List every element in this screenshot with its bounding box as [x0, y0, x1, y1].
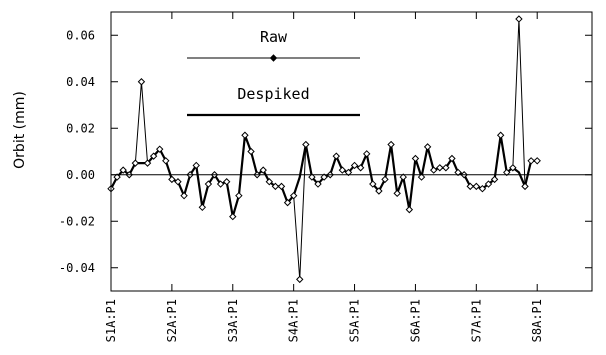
raw-point — [283, 198, 292, 207]
raw-point — [271, 182, 280, 191]
y-axis-title: Orbit (mm) — [12, 91, 28, 169]
raw-point — [308, 173, 316, 181]
raw-point — [156, 145, 164, 153]
raw-point — [113, 173, 121, 181]
raw-point — [314, 180, 322, 188]
raw-point — [259, 166, 267, 174]
raw-point — [265, 178, 274, 186]
raw-point — [387, 140, 395, 149]
raw-point — [216, 180, 225, 188]
raw-point — [405, 205, 414, 214]
legend: Raw Despiked — [187, 28, 360, 117]
raw-point — [174, 178, 182, 186]
raw-point — [180, 191, 188, 200]
raw-point — [436, 164, 444, 172]
raw-point — [296, 275, 304, 284]
raw-point — [289, 191, 298, 200]
raw-point — [478, 184, 487, 193]
raw-point — [143, 159, 152, 167]
x-tick-label: S3A:P1 — [226, 299, 240, 342]
raw-point — [119, 166, 127, 174]
x-tick-label: S5A:P1 — [348, 299, 362, 342]
raw-point — [229, 212, 237, 221]
y-tick-label: -0.02 — [59, 214, 95, 228]
raw-point — [247, 147, 255, 156]
raw-point — [393, 189, 401, 198]
raw-point — [417, 173, 426, 181]
raw-point — [429, 166, 438, 174]
raw-point — [192, 161, 200, 170]
x-tick-label: S4A:P1 — [287, 299, 301, 342]
y-tick-label: 0.06 — [66, 28, 95, 42]
x-tick-label: S8A:P1 — [530, 299, 544, 342]
raw-point — [356, 164, 365, 172]
x-tick-label: S6A:P1 — [408, 299, 422, 342]
raw-point — [162, 157, 170, 165]
raw-point — [332, 152, 340, 160]
raw-point — [466, 182, 474, 191]
raw-point — [350, 161, 359, 170]
raw-point — [381, 175, 389, 184]
y-tick-label: 0.00 — [66, 168, 95, 182]
raw-point — [131, 159, 140, 167]
raw-point — [277, 182, 286, 191]
raw-point — [302, 140, 310, 149]
raw-point — [484, 180, 493, 188]
raw-point — [515, 15, 523, 23]
raw-point — [448, 154, 456, 163]
plot-layer — [107, 15, 541, 284]
raw-point — [363, 150, 371, 158]
raw-point — [344, 168, 353, 177]
raw-point — [338, 166, 347, 174]
raw-point — [454, 168, 462, 177]
y-tick-label: 0.04 — [66, 75, 95, 89]
legend-marker-raw — [269, 54, 278, 62]
raw-point — [503, 168, 511, 177]
raw-point — [527, 157, 535, 165]
raw-point — [235, 191, 243, 200]
raw-point — [375, 187, 383, 195]
axis-layer: -0.04 -0.02 0.00 0.02 0.04 0.06 S1A:P1 S2A:P1 S3… — [59, 11, 593, 342]
raw-point — [496, 131, 505, 139]
legend-label-despiked: Despiked — [237, 85, 309, 103]
raw-point — [168, 175, 176, 184]
legend-label-raw: Raw — [260, 28, 288, 46]
raw-point — [204, 180, 213, 188]
raw-point — [241, 131, 249, 139]
raw-point — [472, 182, 481, 191]
x-tick-label: S1A:P1 — [104, 299, 118, 342]
raw-point — [369, 180, 377, 188]
raw-point — [533, 157, 541, 165]
raw-point — [222, 178, 231, 186]
raw-point — [509, 164, 517, 172]
y-tick-label: -0.04 — [59, 261, 95, 275]
raw-point — [423, 143, 432, 151]
raw-point — [442, 164, 450, 172]
x-tick-label: S2A:P1 — [165, 299, 179, 342]
raw-point — [490, 175, 499, 184]
raw-point — [521, 182, 529, 191]
raw-point — [411, 154, 420, 163]
raw-point — [149, 152, 158, 160]
plot-frame — [110, 11, 593, 292]
y-tick-label: 0.02 — [66, 121, 95, 135]
raw-point — [399, 173, 407, 181]
raw-point — [137, 78, 146, 86]
raw-point — [320, 173, 328, 181]
x-tick-label: S7A:P1 — [469, 299, 483, 342]
raw-point — [198, 203, 207, 212]
